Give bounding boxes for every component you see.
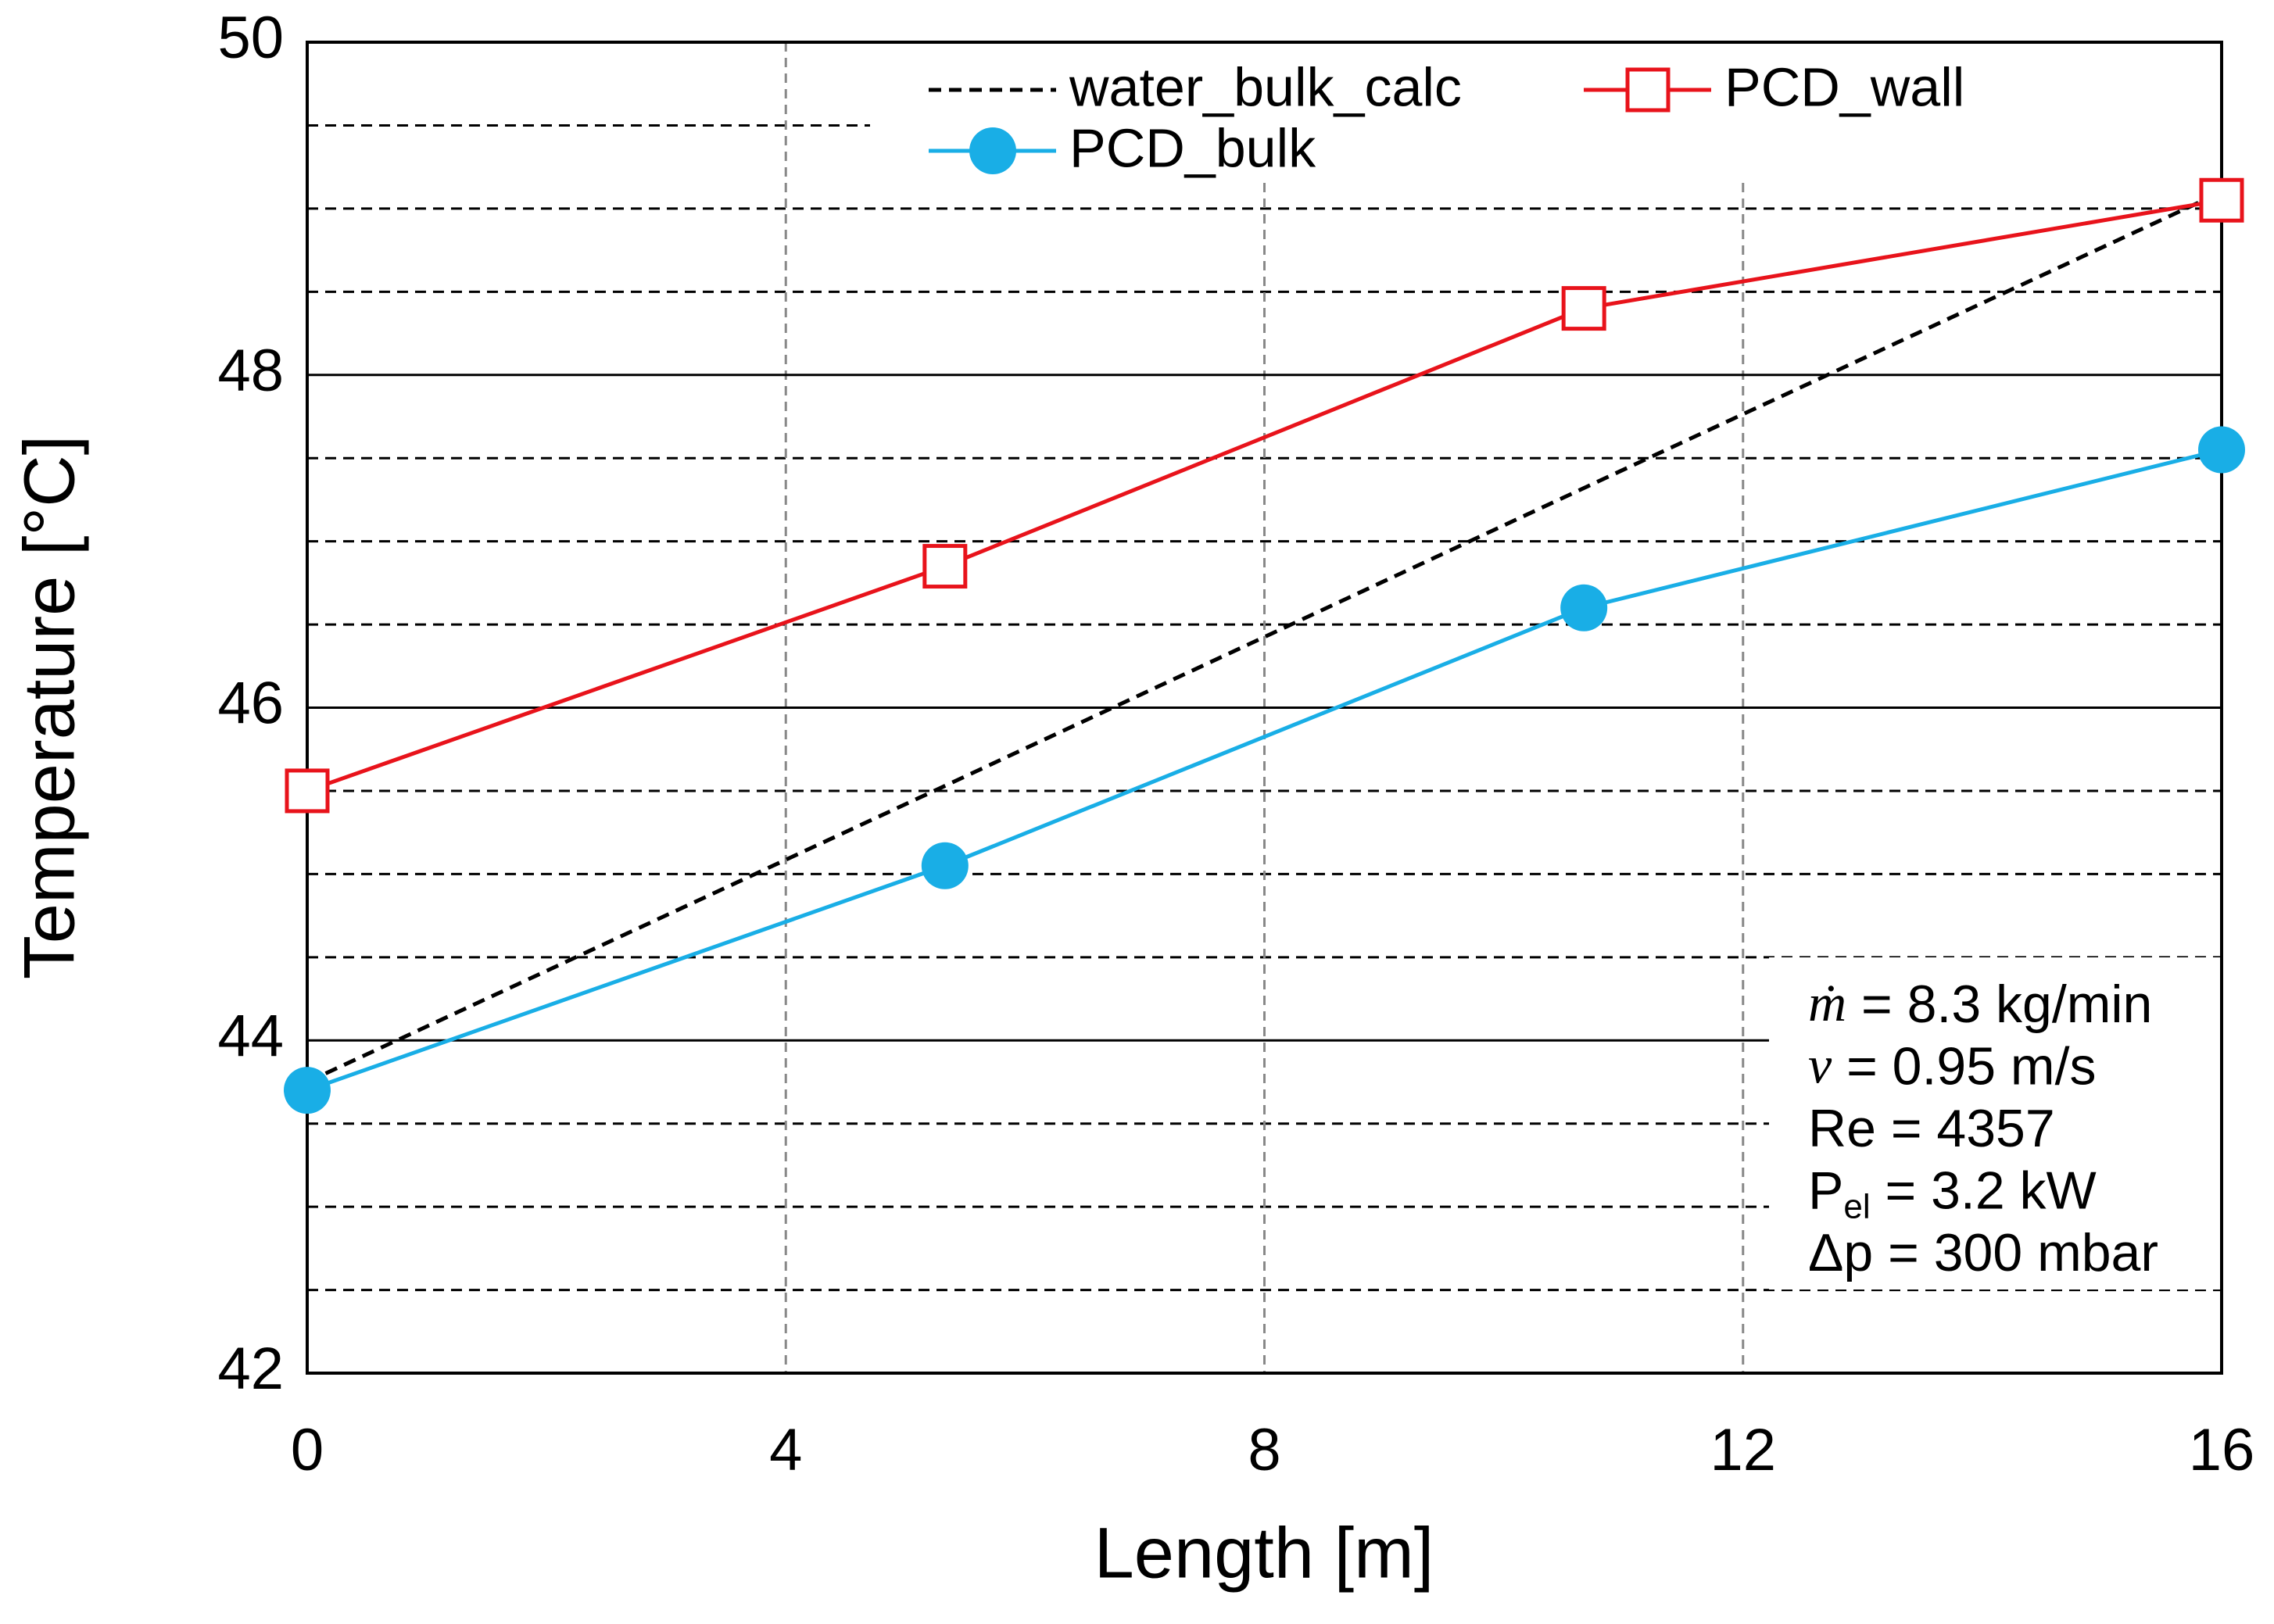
annotation-part: = 8.3 kg/min xyxy=(1846,975,2152,1034)
y-tick-label: 50 xyxy=(217,5,284,71)
annotation-part: = 3.2 kW xyxy=(1871,1161,2097,1220)
annotation: ṁ = 8.3 kg/min xyxy=(1808,973,2152,1034)
annotation-part: = 0.95 m/s xyxy=(1832,1036,2096,1096)
annotation: Pel = 3.2 kW xyxy=(1808,1161,2097,1225)
y-tick-label: 44 xyxy=(217,1003,284,1069)
x-tick-label: 0 xyxy=(291,1417,324,1483)
y-tick-label: 42 xyxy=(217,1336,284,1402)
series-line xyxy=(306,198,2222,793)
annotation: v = 0.95 m/s xyxy=(1808,1035,2096,1096)
series-line xyxy=(306,448,2222,1093)
annotation-part: Δp = 300 mbar xyxy=(1808,1223,2158,1282)
marker xyxy=(284,1067,331,1114)
marker xyxy=(921,842,969,889)
legend-label: water_bulk_calc xyxy=(1069,56,1462,117)
marker xyxy=(922,544,968,589)
legend-marker xyxy=(969,127,1016,174)
annotation-background xyxy=(1769,957,2220,1290)
plot-frame xyxy=(306,41,2223,1375)
legend-background xyxy=(870,44,2220,181)
legend-item: water_bulk_calc xyxy=(929,56,1462,117)
y-tick-label: 48 xyxy=(217,338,284,404)
marker xyxy=(2199,177,2244,223)
y-tick-label: 46 xyxy=(217,671,284,737)
annotation: Δp = 300 mbar xyxy=(1808,1223,2158,1282)
series-line xyxy=(306,190,2223,1084)
legend-item: PCD_bulk xyxy=(929,117,1316,178)
marker xyxy=(1560,584,1608,631)
y-axis-title: Temperature [°C] xyxy=(9,435,89,979)
marker xyxy=(1561,286,1606,331)
annotation-part: P xyxy=(1808,1161,1843,1220)
marker xyxy=(2198,426,2245,474)
marker xyxy=(285,768,330,814)
annotation-part: el xyxy=(1843,1187,1870,1225)
legend-marker xyxy=(1625,67,1671,113)
x-tick-label: 4 xyxy=(769,1417,802,1483)
x-tick-label: 16 xyxy=(2189,1417,2255,1483)
legend-label: PCD_bulk xyxy=(1069,117,1316,178)
legend-item: PCD_wall xyxy=(1584,56,1964,117)
annotation-part: Re = 4357 xyxy=(1808,1099,2055,1158)
annotation-part: ṁ xyxy=(1808,973,1846,1032)
x-axis-title: Length [m] xyxy=(1094,1513,1434,1593)
legend-label: PCD_wall xyxy=(1724,56,1964,117)
annotation-part: v xyxy=(1808,1035,1832,1094)
annotation: Re = 4357 xyxy=(1808,1099,2055,1158)
x-tick-label: 12 xyxy=(1710,1417,1776,1483)
x-tick-label: 8 xyxy=(1248,1417,1280,1483)
